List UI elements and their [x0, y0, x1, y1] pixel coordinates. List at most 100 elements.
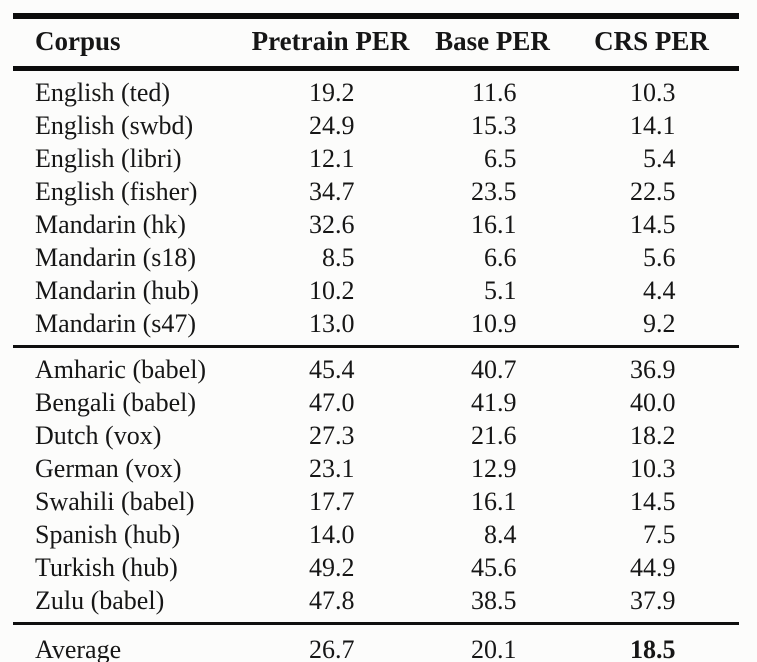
base-per-cell: 10.9 — [421, 307, 564, 347]
base-per-cell: 41.9 — [421, 386, 564, 419]
table-section-seen-languages: English (ted) 19.2 11.6 10.3 English (sw… — [13, 69, 739, 347]
pretrain-per-value: 13.0 — [309, 309, 355, 338]
base-per-cell: 45.6 — [421, 551, 564, 584]
crs-per-value: 22.5 — [630, 177, 676, 206]
average-row: Average 26.7 20.1 18.5 — [13, 624, 739, 662]
corpus-cell: Mandarin (s18) — [35, 243, 197, 272]
crs-per-cell: 36.9 — [564, 347, 739, 387]
pretrain-per-value: 45.4 — [309, 355, 355, 384]
crs-per-value: 14.5 — [630, 487, 676, 516]
column-header-crs-per: CRS PER — [594, 26, 709, 56]
crs-per-value: 5.4 — [643, 144, 676, 173]
pretrain-per-cell: 14.0 — [240, 518, 421, 551]
average-pretrain-per-value: 26.7 — [309, 635, 355, 662]
pretrain-per-value: 17.7 — [309, 487, 355, 516]
crs-per-cell: 5.4 — [564, 142, 739, 175]
crs-per-cell: 4.4 — [564, 274, 739, 307]
pretrain-per-cell: 23.1 — [240, 452, 421, 485]
table-row: Swahili (babel) 17.7 16.1 14.5 — [13, 485, 739, 518]
column-header-base-per: Base PER — [435, 26, 550, 56]
base-per-cell: 23.5 — [421, 175, 564, 208]
base-per-value: 6.6 — [484, 243, 517, 272]
corpus-cell: Spanish (hub) — [35, 520, 181, 549]
base-per-value: 16.1 — [471, 487, 517, 516]
base-per-cell: 21.6 — [421, 419, 564, 452]
average-base-per-value: 20.1 — [471, 635, 517, 662]
base-per-cell: 8.4 — [421, 518, 564, 551]
corpus-cell: English (libri) — [35, 144, 182, 173]
crs-per-cell: 5.6 — [564, 241, 739, 274]
pretrain-per-value: 47.0 — [309, 388, 355, 417]
pretrain-per-value: 27.3 — [309, 421, 355, 450]
table-row: Mandarin (hk) 32.6 16.1 14.5 — [13, 208, 739, 241]
pretrain-per-cell: 13.0 — [240, 307, 421, 347]
crs-per-value: 7.5 — [643, 520, 676, 549]
crs-per-cell: 9.2 — [564, 307, 739, 347]
base-per-cell: 40.7 — [421, 347, 564, 387]
per-results-table: Corpus Pretrain PER Base PER CRS PER Eng… — [13, 13, 739, 662]
crs-per-cell: 22.5 — [564, 175, 739, 208]
pretrain-per-value: 19.2 — [309, 78, 355, 107]
crs-per-value: 9.2 — [643, 309, 676, 338]
crs-per-cell: 7.5 — [564, 518, 739, 551]
pretrain-per-value: 14.0 — [309, 520, 355, 549]
pretrain-per-cell: 27.3 — [240, 419, 421, 452]
crs-per-cell: 40.0 — [564, 386, 739, 419]
corpus-cell: Zulu (babel) — [35, 586, 165, 615]
pretrain-per-value: 10.2 — [309, 276, 355, 305]
corpus-cell: English (ted) — [35, 78, 171, 107]
table-row: Amharic (babel) 45.4 40.7 36.9 — [13, 347, 739, 387]
base-per-value: 12.9 — [471, 454, 517, 483]
table-header-row: Corpus Pretrain PER Base PER CRS PER — [13, 16, 739, 69]
table-row: Zulu (babel) 47.8 38.5 37.9 — [13, 584, 739, 624]
average-crs-per-cell: 18.5 — [564, 624, 739, 662]
pretrain-per-value: 8.5 — [322, 243, 355, 272]
table-row: English (libri) 12.1 6.5 5.4 — [13, 142, 739, 175]
average-base-per-cell: 20.1 — [421, 624, 564, 662]
corpus-cell: German (vox) — [35, 454, 182, 483]
corpus-cell: Amharic (babel) — [35, 355, 207, 384]
crs-per-cell: 18.2 — [564, 419, 739, 452]
pretrain-per-value: 34.7 — [309, 177, 355, 206]
base-per-value: 45.6 — [471, 553, 517, 582]
base-per-value: 6.5 — [484, 144, 517, 173]
base-per-cell: 16.1 — [421, 208, 564, 241]
corpus-cell: Bengali (babel) — [35, 388, 196, 417]
table-row: English (ted) 19.2 11.6 10.3 — [13, 69, 739, 110]
crs-per-value: 37.9 — [630, 586, 676, 615]
base-per-cell: 6.5 — [421, 142, 564, 175]
table-row: Mandarin (hub) 10.2 5.1 4.4 — [13, 274, 739, 307]
table-row: Turkish (hub) 49.2 45.6 44.9 — [13, 551, 739, 584]
base-per-value: 10.9 — [471, 309, 517, 338]
crs-per-cell: 14.1 — [564, 109, 739, 142]
crs-per-value: 36.9 — [630, 355, 676, 384]
crs-per-value: 44.9 — [630, 553, 676, 582]
table-row: Bengali (babel) 47.0 41.9 40.0 — [13, 386, 739, 419]
pretrain-per-cell: 8.5 — [240, 241, 421, 274]
base-per-cell: 16.1 — [421, 485, 564, 518]
pretrain-per-value: 49.2 — [309, 553, 355, 582]
pretrain-per-cell: 49.2 — [240, 551, 421, 584]
pretrain-per-cell: 10.2 — [240, 274, 421, 307]
table-section-unseen-languages: Amharic (babel) 45.4 40.7 36.9 Bengali (… — [13, 347, 739, 624]
pretrain-per-cell: 24.9 — [240, 109, 421, 142]
crs-per-value: 40.0 — [630, 388, 676, 417]
table-row: German (vox) 23.1 12.9 10.3 — [13, 452, 739, 485]
base-per-value: 5.1 — [484, 276, 517, 305]
base-per-value: 40.7 — [471, 355, 517, 384]
crs-per-cell: 37.9 — [564, 584, 739, 624]
pretrain-per-cell: 17.7 — [240, 485, 421, 518]
base-per-value: 21.6 — [471, 421, 517, 450]
table-row: Spanish (hub) 14.0 8.4 7.5 — [13, 518, 739, 551]
average-label: Average — [35, 635, 122, 662]
base-per-value: 41.9 — [471, 388, 517, 417]
pretrain-per-cell: 19.2 — [240, 69, 421, 110]
pretrain-per-value: 23.1 — [309, 454, 355, 483]
crs-per-cell: 44.9 — [564, 551, 739, 584]
corpus-cell: English (swbd) — [35, 111, 194, 140]
pretrain-per-cell: 34.7 — [240, 175, 421, 208]
base-per-value: 23.5 — [471, 177, 517, 206]
corpus-cell: Mandarin (s47) — [35, 309, 197, 338]
base-per-value: 11.6 — [472, 78, 517, 107]
